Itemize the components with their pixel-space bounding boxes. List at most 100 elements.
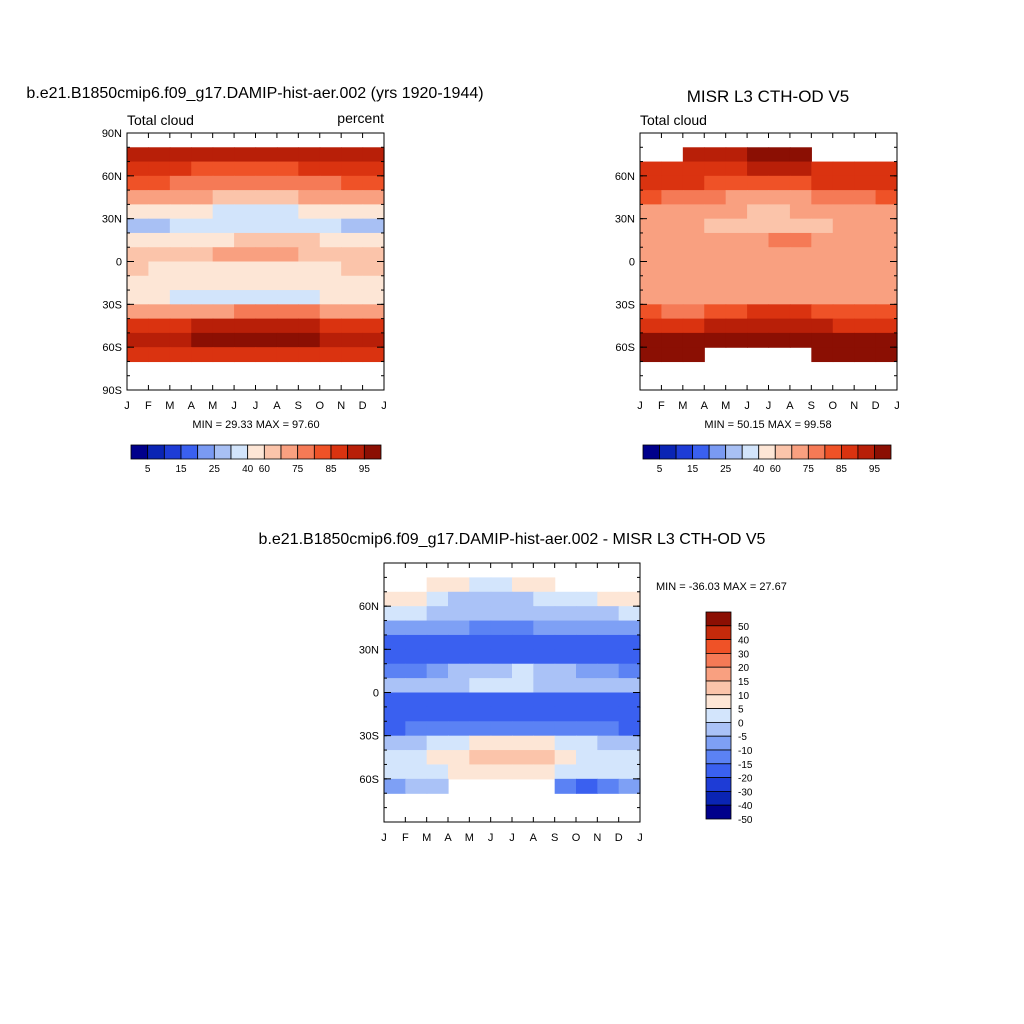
y-tick-label: 0	[116, 257, 122, 269]
heatmap-cell	[169, 218, 192, 234]
heatmap-cell	[512, 649, 534, 665]
heatmap-cell	[533, 591, 556, 607]
heatmap-cell	[319, 318, 342, 334]
heatmap-cell	[768, 175, 791, 191]
heatmap-cell	[255, 175, 278, 191]
heatmap-cell	[341, 290, 364, 305]
heatmap-cell	[682, 147, 705, 163]
heatmap-cell	[854, 290, 877, 305]
heatmap-cell	[298, 247, 321, 263]
colorbar-label: -15	[738, 760, 753, 771]
heatmap-cell	[490, 678, 513, 694]
heatmap-cell	[127, 290, 150, 305]
colorbar-label: 50	[738, 622, 750, 633]
heatmap-cell	[148, 247, 171, 263]
heatmap-cell	[276, 332, 299, 348]
heatmap-cell	[789, 290, 812, 305]
heatmap-cell	[448, 721, 470, 737]
heatmap-cell	[704, 175, 727, 191]
colorbar-label: 95	[359, 464, 371, 475]
heatmap-cell	[576, 634, 598, 650]
heatmap-cell	[832, 275, 855, 291]
heatmap-cell	[512, 764, 534, 780]
heatmap-cell	[682, 204, 705, 220]
heatmap-cell	[597, 591, 620, 607]
heatmap-cell	[875, 318, 898, 334]
x-tick-label: D	[615, 832, 623, 844]
heatmap-cell	[384, 634, 406, 650]
heatmap-cell	[747, 247, 770, 263]
heatmap-cell	[811, 232, 834, 248]
heatmap-cell	[490, 692, 513, 708]
x-tick-label: J	[488, 832, 494, 844]
heatmap-cell	[747, 261, 770, 277]
heatmap-cell	[298, 275, 321, 291]
heatmap-cell	[255, 147, 278, 163]
x-tick-label: A	[701, 400, 709, 412]
heatmap-cell	[554, 678, 577, 694]
heatmap-cell	[640, 290, 663, 305]
heatmap-cell	[554, 692, 577, 708]
heatmap-cell	[298, 232, 321, 248]
heatmap-cell	[490, 577, 513, 593]
heatmap-cell	[191, 332, 214, 348]
heatmap-cell	[384, 663, 406, 679]
heatmap-cell	[490, 706, 513, 722]
heatmap-cell	[832, 290, 855, 305]
heatmap-cell	[490, 735, 513, 751]
heatmap-cell	[169, 332, 192, 348]
heatmap-cell	[597, 634, 620, 650]
heatmap-cell	[597, 750, 620, 766]
heatmap-cell	[768, 161, 791, 177]
heatmap-cell	[747, 332, 770, 348]
heatmap-cell	[768, 290, 791, 305]
heatmap-cell	[148, 218, 171, 234]
heatmap-cell	[618, 649, 641, 665]
heatmap-cell	[533, 721, 556, 737]
heatmap-cell	[405, 663, 428, 679]
heatmap-cell	[469, 606, 492, 622]
heatmap-cell	[148, 161, 171, 177]
heatmap-cell	[341, 204, 364, 220]
panel-diff-stats: MIN = -36.03 MAX = 27.67	[656, 581, 787, 593]
heatmap-cell	[212, 304, 235, 320]
y-tick-label: 30S	[359, 731, 379, 743]
heatmap-cell	[768, 218, 791, 234]
colorbar-label: 30	[738, 649, 750, 660]
heatmap-cell	[169, 161, 192, 177]
panel-model-left-label: Total cloud	[127, 112, 194, 128]
heatmap-cell	[384, 620, 406, 636]
heatmap-cell	[576, 591, 598, 607]
heatmap-cell	[169, 147, 192, 163]
x-tick-label: M	[465, 832, 474, 844]
x-tick-label: N	[850, 400, 858, 412]
x-tick-label: M	[721, 400, 730, 412]
heatmap-cell	[191, 190, 214, 205]
heatmap-cell	[298, 218, 321, 234]
heatmap-cell	[405, 634, 428, 650]
heatmap-cell	[597, 606, 620, 622]
heatmap-cell	[426, 620, 449, 636]
heatmap-cell	[234, 318, 257, 334]
heatmap-cell	[234, 147, 257, 163]
heatmap-cell	[191, 304, 214, 320]
colorbar-label: 75	[292, 464, 304, 475]
heatmap-cell	[490, 663, 513, 679]
heatmap-cell	[832, 218, 855, 234]
colorbar-box	[197, 444, 215, 460]
heatmap-cell	[832, 232, 855, 248]
heatmap-cell	[276, 347, 299, 363]
colorbar-box	[705, 611, 732, 627]
heatmap-cell	[554, 735, 577, 751]
heatmap-cell	[789, 275, 812, 291]
heatmap-cell	[384, 764, 406, 780]
heatmap-cell	[362, 347, 385, 363]
heatmap-cell	[276, 275, 299, 291]
heatmap-cell	[682, 218, 705, 234]
heatmap-cell	[426, 778, 449, 794]
heatmap-cell	[533, 663, 556, 679]
heatmap-cell	[576, 678, 598, 694]
y-tick-label: 30N	[359, 644, 379, 656]
heatmap-cell	[276, 190, 299, 205]
colorbar-label: 5	[145, 464, 151, 475]
